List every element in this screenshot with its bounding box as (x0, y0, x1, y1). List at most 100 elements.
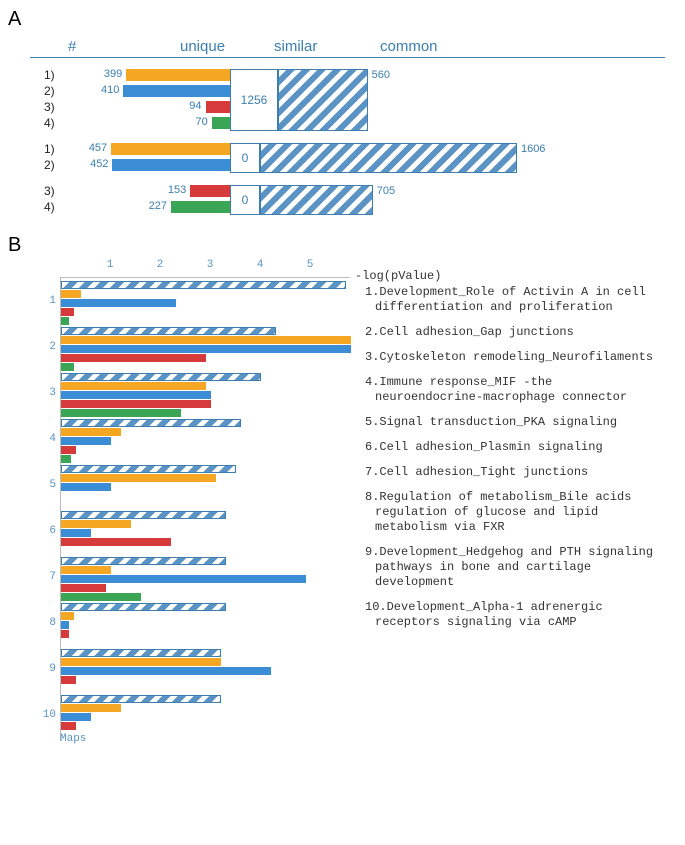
row-index: 1) (44, 142, 55, 156)
row-index: 3) (44, 100, 55, 114)
x-tick: 2 (157, 259, 164, 271)
series-bar (61, 676, 76, 684)
x-axis (60, 277, 350, 278)
y-tick-label: 2 (40, 341, 56, 353)
series-bar (61, 529, 91, 537)
chart-row: 6 (60, 511, 350, 555)
series-bar (61, 419, 241, 427)
unique-value: 227 (141, 200, 167, 212)
series-bar (61, 363, 74, 371)
row-index: 4) (44, 200, 55, 214)
chart-row: 2 (60, 327, 350, 371)
common-value: 1606 (521, 143, 545, 155)
y-tick-label: 5 (40, 479, 56, 491)
chart-row: 3 (60, 373, 350, 417)
common-value: 705 (377, 185, 395, 197)
series-bar (61, 520, 131, 528)
unique-value: 399 (96, 68, 122, 80)
series-bar (61, 382, 206, 390)
row-index: 1) (44, 68, 55, 82)
y-tick-label: 7 (40, 571, 56, 583)
series-bar (61, 345, 351, 353)
chart-row: 4 (60, 419, 350, 463)
panel-b-label: B (8, 234, 685, 257)
pathway-description: 4.Immune response_MIF -the neuroendocrin… (365, 375, 665, 405)
chart-axis-area: 12345 12345678910 Maps (60, 261, 350, 741)
series-bar (61, 400, 211, 408)
series-bar (61, 308, 74, 316)
series-bar (61, 290, 81, 298)
y-tick-label: 8 (40, 617, 56, 629)
series-bar (61, 704, 121, 712)
series-bar (61, 373, 261, 381)
x-axis-label: -log(pValue) (355, 269, 441, 283)
series-bar (61, 281, 346, 289)
common-value: 560 (372, 69, 390, 81)
series-bar (61, 511, 226, 519)
pathway-description: 3.Cytoskeleton remodeling_Neurofilaments (365, 350, 665, 365)
col-similar: similar (274, 38, 317, 55)
series-bar (61, 428, 121, 436)
series-bar (61, 474, 216, 482)
description-list: 1.Development_Role of Activin A in cell … (365, 285, 665, 640)
unique-bar (126, 69, 230, 81)
col-num: # (68, 38, 76, 55)
y-tick-label: 10 (40, 709, 56, 721)
series-bar (61, 695, 221, 703)
series-bar (61, 584, 106, 592)
unique-value: 153 (160, 184, 186, 196)
panel-a-label: A (8, 8, 685, 31)
unique-bar (171, 201, 230, 213)
series-bar (61, 630, 69, 638)
common-box (260, 143, 517, 173)
panel-a-header: # unique similar common (30, 35, 665, 58)
similar-box: 1256 (230, 69, 278, 131)
y-tick-label: 9 (40, 663, 56, 675)
chart-row: 10 (60, 695, 350, 739)
panel-a: # unique similar common 1) 399 2) 410 3) 94 4)… (30, 35, 665, 216)
panel-a-group: 1)3992)4103)944)701256560 (30, 68, 665, 132)
series-bar (61, 538, 171, 546)
row-index: 2) (44, 158, 55, 172)
x-tick: 5 (307, 259, 314, 271)
series-bar (61, 354, 206, 362)
series-bar (61, 713, 91, 721)
unique-value: 70 (182, 116, 208, 128)
pathway-description: 5.Signal transduction_PKA signaling (365, 415, 665, 430)
series-bar (61, 409, 181, 417)
y-tick-label: 3 (40, 387, 56, 399)
series-bar (61, 722, 76, 730)
panel-a-group: 3)1534)2270705 (30, 184, 665, 216)
chart-row: 8 (60, 603, 350, 647)
row-index: 3) (44, 184, 55, 198)
row-index: 4) (44, 116, 55, 130)
series-bar (61, 603, 226, 611)
chart-row: 1 (60, 281, 350, 325)
series-bar (61, 575, 306, 583)
unique-bar (123, 85, 230, 97)
unique-value: 410 (93, 84, 119, 96)
series-bar (61, 667, 271, 675)
panel-a-group: 1)4572)45201606 (30, 142, 665, 174)
series-bar (61, 557, 226, 565)
y-tick-label: 4 (40, 433, 56, 445)
series-bar (61, 437, 111, 445)
chart-row: 9 (60, 649, 350, 693)
panel-b: 12345 12345678910 Maps -log(pValue) 1.De… (30, 261, 675, 761)
series-bar (61, 391, 211, 399)
series-bar (61, 658, 221, 666)
unique-bar (212, 117, 230, 129)
unique-value: 94 (176, 100, 202, 112)
chart-row: 5 (60, 465, 350, 509)
series-bar (61, 649, 221, 657)
unique-value: 457 (81, 142, 107, 154)
y-tick-label: 6 (40, 525, 56, 537)
unique-value: 452 (82, 158, 108, 170)
series-bar (61, 566, 111, 574)
pathway-description: 6.Cell adhesion_Plasmin signaling (365, 440, 665, 455)
pathway-description: 8.Regulation of metabolism_Bile acids re… (365, 490, 665, 535)
col-unique: unique (180, 38, 225, 55)
series-bar (61, 299, 176, 307)
series-bar (61, 465, 236, 473)
unique-bar (190, 185, 230, 197)
